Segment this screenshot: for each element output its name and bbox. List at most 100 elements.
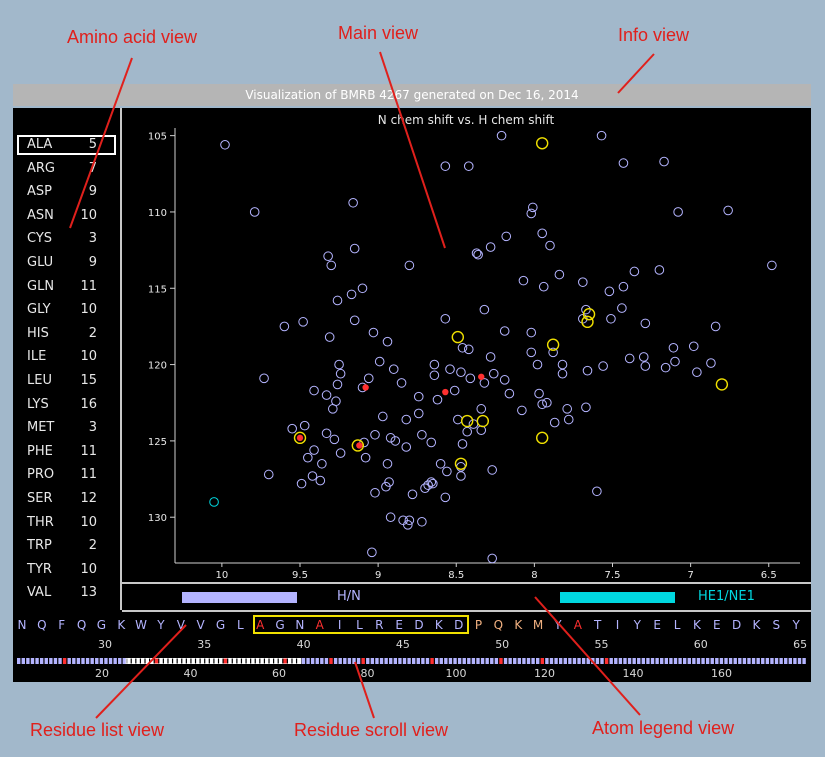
data-point bbox=[303, 452, 313, 463]
highlighted-point bbox=[535, 137, 549, 150]
residue-letter[interactable]: D bbox=[454, 618, 464, 632]
residue-letter[interactable]: L bbox=[356, 618, 363, 632]
residue-letter[interactable]: N bbox=[17, 618, 27, 632]
scroll-residue-tick bbox=[265, 658, 269, 664]
data-point bbox=[456, 367, 466, 378]
scroll-residue-tick bbox=[283, 658, 287, 664]
residue-letter[interactable]: T bbox=[593, 618, 602, 632]
data-point bbox=[640, 318, 651, 329]
amino-acid-asn[interactable]: ASN 10 bbox=[17, 206, 116, 226]
amino-acid-ile[interactable]: ILE 10 bbox=[17, 347, 116, 367]
residue-letter[interactable]: Y bbox=[157, 618, 165, 632]
amino-acid-arg[interactable]: ARG 7 bbox=[17, 159, 116, 179]
amino-acid-lys[interactable]: LYS 16 bbox=[17, 395, 116, 415]
amino-acid-trp[interactable]: TRP 2 bbox=[17, 536, 116, 556]
residue-letter[interactable]: E bbox=[712, 618, 721, 632]
residue-letter[interactable]: P bbox=[474, 618, 483, 632]
amino-acid-leu[interactable]: LEU 15 bbox=[17, 371, 116, 391]
scroll-residue-tick bbox=[581, 658, 586, 664]
amino-acid-asp[interactable]: ASP 9 bbox=[17, 182, 116, 202]
main-view[interactable]: N chem shift vs. H chem shift 105 110 115 12… bbox=[122, 108, 811, 584]
residue-letter[interactable]: I bbox=[337, 618, 342, 632]
residue-letter[interactable]: K bbox=[752, 618, 761, 632]
residue-letter[interactable]: G bbox=[215, 618, 226, 632]
scroll-residue-tick bbox=[517, 658, 522, 664]
residue-letter[interactable]: G bbox=[275, 618, 285, 632]
data-point bbox=[413, 408, 424, 419]
residue-letter[interactable]: D bbox=[414, 618, 424, 632]
scroll-residue-tick bbox=[297, 658, 301, 664]
data-point bbox=[453, 414, 463, 425]
residue-letter[interactable]: Y bbox=[792, 618, 800, 632]
residue-letter[interactable]: L bbox=[237, 618, 244, 632]
residue-number: 45 bbox=[395, 638, 410, 651]
amino-acid-glu[interactable]: GLU 9 bbox=[17, 253, 116, 273]
amino-acid-phe[interactable]: PHE 11 bbox=[17, 442, 116, 462]
residue-letter[interactable]: Y bbox=[554, 618, 562, 632]
scroll-residue-tick bbox=[591, 658, 595, 664]
residue-letter[interactable]: A bbox=[573, 618, 582, 632]
residue-letter[interactable]: L bbox=[673, 618, 681, 632]
residue-letter[interactable]: K bbox=[514, 618, 523, 632]
data-point bbox=[457, 439, 468, 449]
data-point bbox=[463, 161, 474, 171]
data-point bbox=[706, 358, 716, 368]
residue-letter[interactable]: R bbox=[375, 618, 384, 632]
residue-letter[interactable]: N bbox=[295, 618, 305, 632]
residue-letter[interactable]: K bbox=[434, 618, 443, 632]
residue-letter[interactable]: F bbox=[58, 618, 66, 632]
amino-acid-name: TRP bbox=[27, 538, 52, 554]
amino-acid-his[interactable]: HIS 2 bbox=[17, 324, 116, 344]
amino-acid-count: 16 bbox=[80, 396, 97, 412]
residue-letter[interactable]: S bbox=[772, 618, 781, 632]
residue-scroll-track[interactable] bbox=[17, 658, 807, 664]
amino-acid-gln[interactable]: GLN 11 bbox=[17, 277, 116, 297]
residue-letter[interactable]: Y bbox=[633, 618, 642, 632]
residue-letter[interactable]: Q bbox=[493, 618, 504, 632]
data-point bbox=[287, 423, 297, 434]
amino-acid-count: 3 bbox=[88, 231, 97, 247]
residue-letter[interactable]: Q bbox=[76, 618, 87, 632]
residue-letter[interactable]: E bbox=[395, 618, 403, 632]
amino-acid-gly[interactable]: GLY 10 bbox=[17, 300, 116, 320]
residue-letter[interactable]: V bbox=[196, 618, 205, 632]
amino-acid-ala[interactable]: ALA 5 bbox=[17, 135, 116, 155]
scatter-plot[interactable]: N chem shift vs. H chem shift 105 110 115 12… bbox=[122, 108, 811, 582]
amino-acid-thr[interactable]: THR 10 bbox=[17, 513, 116, 533]
data-point bbox=[401, 442, 412, 452]
residue-letter[interactable]: A bbox=[315, 618, 324, 632]
amino-acid-name: PRO bbox=[27, 467, 55, 483]
scroll-residue-tick bbox=[21, 658, 25, 664]
amino-acid-cys[interactable]: CYS 3 bbox=[17, 229, 116, 249]
amino-acid-tyr[interactable]: TYR 10 bbox=[17, 560, 116, 580]
scroll-residue-tick bbox=[35, 658, 39, 664]
scroll-residue-tick bbox=[379, 658, 384, 664]
residue-letter[interactable]: Q bbox=[37, 618, 47, 632]
residue-letter[interactable]: G bbox=[96, 618, 107, 632]
data-point bbox=[346, 289, 357, 300]
scroll-residue-tick bbox=[770, 658, 774, 664]
residue-letter[interactable]: K bbox=[117, 618, 126, 632]
residue-letter[interactable]: D bbox=[731, 618, 742, 632]
data-point bbox=[328, 404, 338, 414]
residue-letter[interactable]: E bbox=[653, 618, 661, 632]
amino-acid-ser[interactable]: SER 12 bbox=[17, 489, 116, 509]
data-point bbox=[598, 361, 608, 371]
amino-acid-pro[interactable]: PRO 11 bbox=[17, 465, 116, 485]
residue-letter[interactable]: V bbox=[176, 618, 185, 632]
x-tick-label: 7 bbox=[687, 570, 693, 581]
residue-letter[interactable]: W bbox=[135, 618, 148, 632]
x-tick-label: 10 bbox=[216, 570, 229, 581]
scroll-residue-tick bbox=[177, 658, 182, 664]
scroll-residue-tick bbox=[572, 658, 577, 664]
amino-acid-val[interactable]: VAL 13 bbox=[17, 583, 116, 603]
data-point bbox=[592, 486, 602, 497]
legend-label: HE1/NE1 bbox=[698, 589, 755, 604]
residue-letter[interactable]: M bbox=[532, 618, 544, 632]
residue-letter[interactable]: A bbox=[256, 618, 265, 632]
residue-letter[interactable]: I bbox=[615, 618, 620, 632]
residue-letter[interactable]: K bbox=[692, 618, 701, 632]
amino-acid-name: MET bbox=[27, 420, 55, 436]
amino-acid-met[interactable]: MET 3 bbox=[17, 418, 116, 438]
scroll-residue-tick bbox=[274, 658, 278, 664]
